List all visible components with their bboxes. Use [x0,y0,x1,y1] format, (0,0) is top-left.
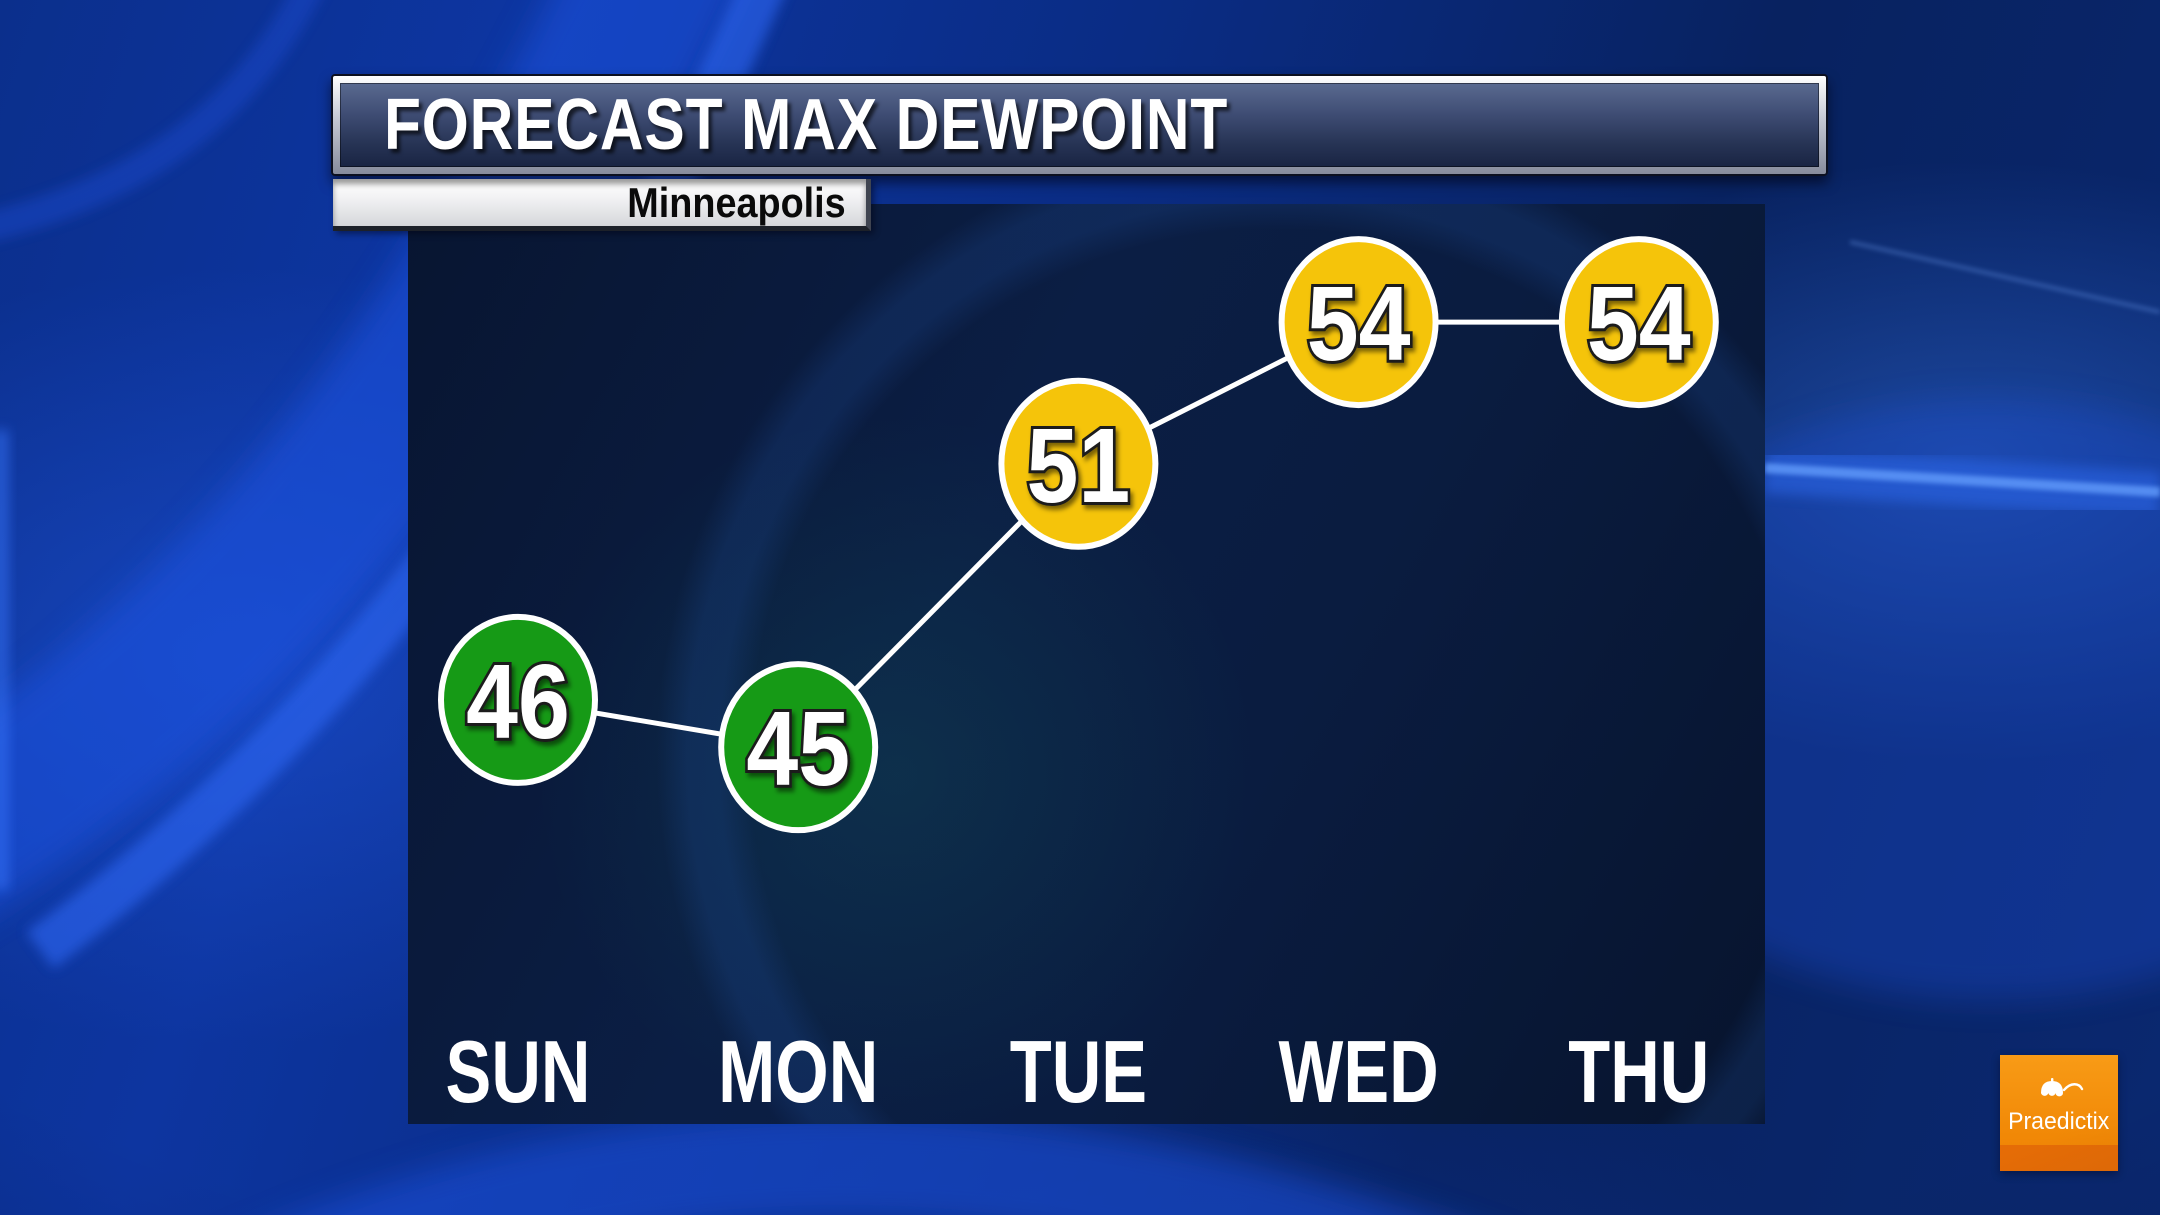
data-point-circle [718,661,879,834]
data-point-circle [1558,236,1719,409]
data-point-value: 54 [1587,266,1691,384]
day-label: WED [1279,1023,1439,1121]
location-tab: Minneapolis [333,179,871,231]
day-label-group: THU [1568,1023,1709,1121]
data-point-value: 54 [1307,266,1411,384]
title-bar-inner: FORECAST MAX DEWPOINT [340,83,1819,167]
data-point-circle [438,613,598,786]
right-beam-core [1764,463,2160,497]
chart-panel: 46 45 51 54 54 SUN MON TUE WED THU [408,204,1765,1124]
data-point-circle [1278,236,1439,409]
data-point-circle [998,377,1159,550]
title-bar: FORECAST MAX DEWPOINT [331,74,1828,176]
top-left-arc [0,0,320,240]
data-point-value-group: 51 [1024,404,1133,527]
data-point-value: 51 [1027,407,1131,525]
data-point-value-group: 54 [1584,263,1693,386]
data-point-value: 45 [746,691,850,809]
praedictix-logo: Praedictix [2000,1055,2118,1171]
data-point-value: 46 [466,643,570,761]
location-label: Minneapolis [627,178,846,226]
swoosh-bottom [300,1109,1426,1215]
logo-bottom-strip [2000,1145,2118,1171]
page-title: FORECAST MAX DEWPOINT [384,85,1229,165]
day-label-group: SUN [446,1023,591,1121]
day-label: SUN [446,1023,591,1121]
top-right-faint-line [1849,240,2160,314]
day-label: THU [1568,1023,1709,1121]
dewpoint-line-chart: 46 45 51 54 54 SUN MON TUE WED THU [438,236,1719,1121]
data-point-value-group: 46 [463,641,572,764]
data-point-value-group: 45 [744,688,853,811]
day-label-group: WED [1279,1023,1439,1121]
swoosh-band-wide [0,0,737,907]
day-label-group: TUE [1010,1023,1147,1121]
umbrella-icon [2041,1078,2084,1097]
left-edge-glow [0,430,8,890]
day-label: MON [718,1023,878,1121]
brand-name: Praedictix [2008,1108,2110,1135]
data-point-value-group: 54 [1304,263,1413,386]
day-label-group: MON [718,1023,878,1121]
day-label: TUE [1010,1023,1147,1121]
